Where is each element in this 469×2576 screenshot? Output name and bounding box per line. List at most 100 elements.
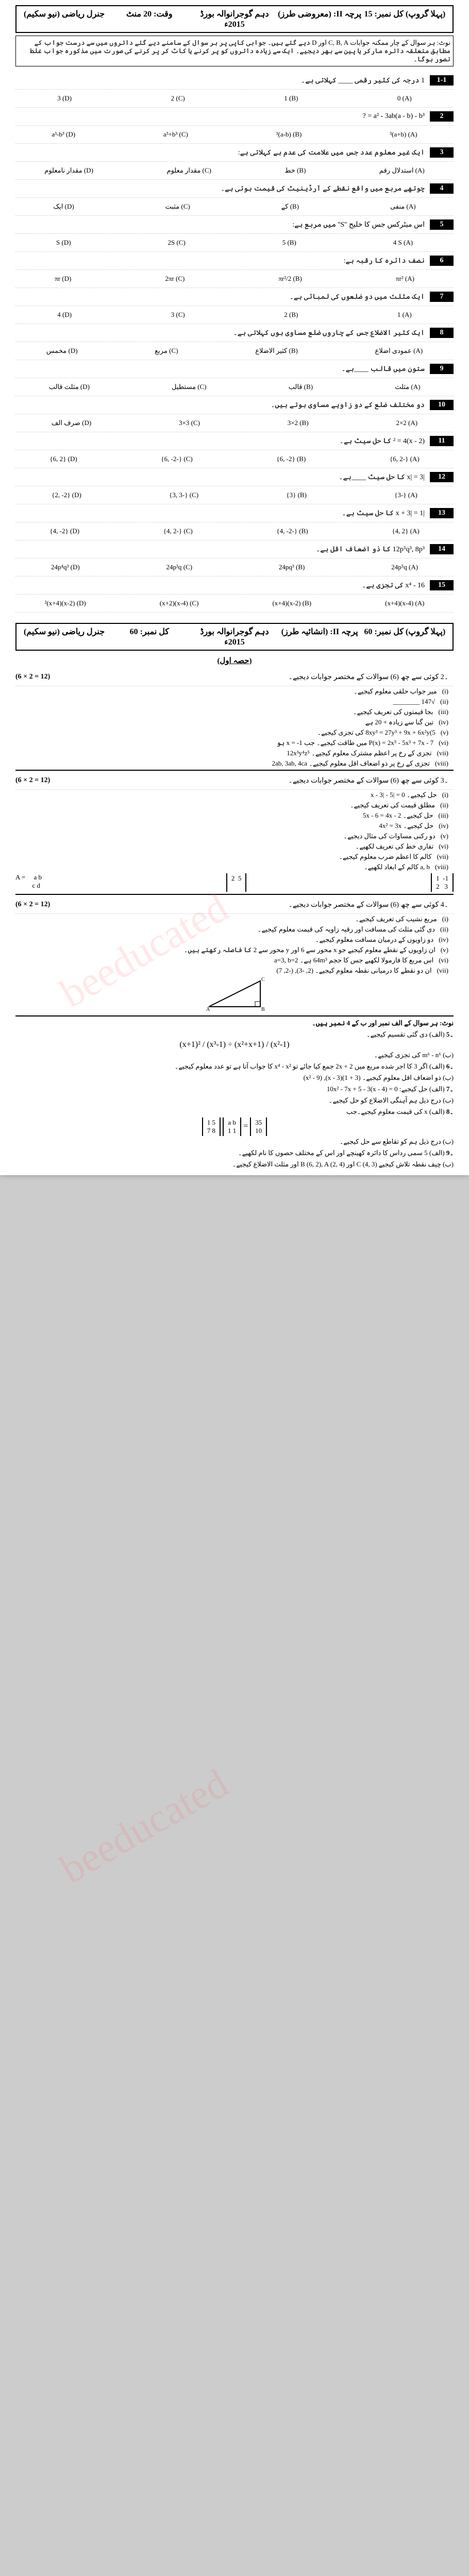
sub-text: حل کیجیے۔ 4x² = 3x [15, 822, 433, 830]
sub-text: تجزی کے رخ پر ذو اضعاف اقل معلوم کیجیے۔ … [15, 759, 430, 768]
sub-num: (vii) [432, 749, 454, 757]
q-text: 12p⁵q³, 8p³ کا ذو اضعاف اقل ہے۔ [15, 545, 430, 554]
subjective-paper: (پہلا گروپ) کل نمبر: 60 پرچہ II: (انشائی… [0, 618, 469, 1175]
opt-a: (A) 0 [397, 94, 412, 103]
svg-text:C: C [261, 977, 265, 982]
section2-note: نوٹ: ہر سوال کے الف نمبر اور ب کے 4 نمبر… [15, 1018, 454, 1029]
sub-text: حل کیجیے۔ 5x - 6 = 4x - 2 [15, 811, 433, 820]
q3-header: (6 × 2 = 12) ۔3 کوئی سے چھ (6) سوالات کے… [15, 772, 454, 790]
mcq-question: |x| = 3 کا حل سیٹ ____ہے۔12 [15, 468, 454, 486]
header2-board: دہم گوجرانوالہ بورڈ 2015ء [192, 626, 277, 647]
opt-b: (B) خط [284, 166, 306, 175]
sub-text: مربع نشیب کی تعریف کیجیے۔ [15, 915, 437, 923]
sub-text: تین گنا سے زیادہ + 20 ہے [15, 718, 433, 726]
header-board: دہم گوجرانوالہ بورڈ 2015ء [192, 9, 277, 29]
q-number: 8 [430, 328, 454, 338]
q2-header: (6 × 2 = 12) ۔2 کوئی سے چھ (6) سوالات کے… [15, 668, 454, 686]
sub-num: (ii) [435, 801, 454, 809]
opt-c: (C) {-6, -2} [161, 455, 192, 463]
mcq-options: (A) 0 (B) 1 (C) 2 (D) 3 [15, 90, 454, 108]
sub-question: (vii)ان دو نقطے کا درمیانی نقطہ معلوم کی… [15, 965, 454, 976]
sub-num: (vi) [433, 842, 454, 851]
opt-c: (C) a³+b³ [163, 130, 188, 139]
sub-num: (iv) [433, 936, 454, 944]
mcq-paper: (پہلا گروپ) کل نمبر: 15 پرچہ II: (معروضی… [0, 0, 469, 618]
sub-text: دی گئی مثلث کی مسافت اور رقبہ زاویہ کی ق… [15, 925, 435, 934]
q-number: 14 [430, 544, 454, 554]
sub-text: اس مربع کا فارمولا لکھیے جس کا حجم 64m³ … [15, 956, 433, 964]
sub-text: تفاری خط کی تعریف لکھیے۔ [15, 842, 433, 851]
opt-b: (B) 1 [284, 94, 298, 103]
opt-d: (D) ایک [54, 202, 74, 211]
opt-a: (A) {-3} [394, 491, 417, 499]
header-1: (پہلا گروپ) کل نمبر: 15 پرچہ II: (معروضی… [15, 5, 454, 33]
q3-marks: (6 × 2 = 12) [15, 776, 50, 785]
opt-b: (B) کثیر الاضلاع [255, 347, 298, 355]
sub-question: (v)دو رکنی مساوات کی مثال دیجیے۔ [15, 831, 454, 841]
opt-a: (A) (a+b)³ [390, 130, 417, 139]
q5-b: (ب) m⁶ - n⁶ کی تجزی کیجیے۔ [15, 1049, 454, 1061]
mcq-question: ایک کثیر الاضلاع جس کے چاروں ضلع مساوی ہ… [15, 324, 454, 342]
sub-num: (iv) [433, 718, 454, 726]
opt-c: (C) 24p³q [166, 563, 193, 571]
mcq-options: (A) πr² (B) πr²/2 (C) 2πr (D) πr [15, 270, 454, 288]
opt-b: (B) 5 [282, 239, 296, 247]
q-text: a² - 3ab(a - b) - b³ = ? [15, 112, 430, 121]
opt-c: (C) 2S [167, 239, 185, 247]
q7-b: (ب) درج ذیل ہم آہنگی الاضلاع کو حل کیجیے… [15, 1095, 454, 1106]
opt-c: (C) {-3, 3} [169, 491, 198, 499]
sub-num: (v) [435, 946, 454, 954]
q-text: ایک کثیر الاضلاع جس کے چاروں ضلع مساوی ہ… [15, 329, 430, 337]
opt-d: (D) صرف الف [52, 419, 91, 427]
mcq-options: (A) {4, 2} (B) {-4, -2} (C) {-4, 2} (D) … [15, 522, 454, 540]
mcq-options: (A) {-6, 2} (B) {6, -2} (C) {-6, -2} (D)… [15, 450, 454, 468]
q7-a: (الف) حل کیجیے: 10x² - 7x + 5 - 3(x - 4)… [327, 1085, 445, 1093]
sub-num: (vi) [433, 739, 454, 747]
header2-group: (پہلا گروپ) کل نمبر: 60 [362, 626, 447, 647]
opt-d: (D) (x-2)²(x+4) [45, 599, 86, 607]
q2-text: ۔2 کوئی سے چھ (6) سوالات کے مختصر جوابات… [50, 673, 454, 682]
header-2: (پہلا گروپ) کل نمبر: 60 پرچہ II: (انشائی… [15, 623, 454, 651]
opt-b: (B) 3×2 [288, 419, 309, 427]
q3-matrix: 1 -12 3 2 5 A = a b c d [15, 872, 454, 893]
opt-b: (B) πr²/2 [278, 275, 302, 283]
sub-question: (vii)تجزی کے رخ پر اعظم مشترک معلوم کیجی… [15, 748, 454, 758]
q5-a: (الف) دی گئی تقسیم کیجیے۔ [366, 1030, 445, 1038]
q-text: چوتھے مربع میں واقع نقطے کے آرڈینیٹ کی ق… [15, 184, 430, 193]
sub-text: تجزی کے رخ پر اعظم مشترک معلوم کیجیے۔ 12… [15, 749, 432, 757]
mcq-question: ستون میں قالب ____ہے۔9 [15, 360, 454, 378]
mcq-options: (A) 2×2 (B) 3×2 (C) 3×3 (D) صرف الف [15, 414, 454, 432]
mcq-options: (A) 4 S (B) 5 (C) 2S (D) S [15, 234, 454, 252]
mcq-options: (A) 24p⁵q (B) 24pq³ (C) 24p³q (D) 24p⁴q³ [15, 558, 454, 577]
opt-b: (B) کے [281, 202, 299, 211]
q-number: 3 [430, 147, 454, 158]
sub-question: (iv)حل کیجیے۔ 4x² = 3x [15, 821, 454, 831]
section-1-title: (حصہ اول) [15, 653, 454, 668]
sub-question: (ii)√147 ________ [15, 697, 454, 707]
sub-num: (i) [437, 791, 454, 799]
sub-text: میر جواب حلقی معلوم کیجیے۔ [15, 687, 437, 696]
q-number: 9 [430, 364, 454, 374]
opt-b: (B) {6, -2} [276, 455, 306, 463]
q9: ۔9 (الف) 5 سمی رداس کا دائرہ کھینچے اور … [15, 1147, 454, 1159]
sub-num: (viii) [430, 863, 454, 871]
opt-d: (D) {6, 2} [49, 455, 77, 463]
opt-a: (A) {4, 2} [392, 527, 419, 535]
sub-num: (v) [435, 832, 454, 840]
q-number: 7 [430, 292, 454, 302]
opt-c: (C) مستطیل [172, 383, 207, 391]
opt-a: (A) مثلث [395, 383, 420, 391]
opt-b: (B) {-4, -2} [276, 527, 308, 535]
sub-text: مطلق قیمت کی تعریف کیجیے۔ [15, 801, 435, 809]
sub-question: (v)8xy³ = 27y³ + 9x + 6x²y(5 کی تجزی کیج… [15, 727, 454, 738]
header-time: وقت: 20 منٹ [107, 9, 192, 29]
sub-text: ان زاویوں کے نقطے معلوم کیجیے جو x محور … [15, 946, 435, 954]
q-text: |x| = 3 کا حل سیٹ ____ہے۔ [15, 473, 430, 482]
opt-a: (A) 2×2 [396, 419, 417, 427]
q7: ۔7 (الف) حل کیجیے: 10x² - 7x + 5 - 3(x -… [15, 1083, 454, 1095]
q-text: 1 درجہ کی کثیر رقمی ____ کہلاتی ہے۔ [15, 76, 430, 85]
sub-num: (viii) [430, 759, 454, 768]
header-subject: جنرل ریاضی (نیو سکیم) [22, 9, 107, 29]
q-text: |x + 3| = 1 کا حل سیٹ ہے۔ [15, 509, 430, 518]
mcq-options: (A) عمودی اضلاع (B) کثیر الاضلاع (C) مرب… [15, 342, 454, 360]
